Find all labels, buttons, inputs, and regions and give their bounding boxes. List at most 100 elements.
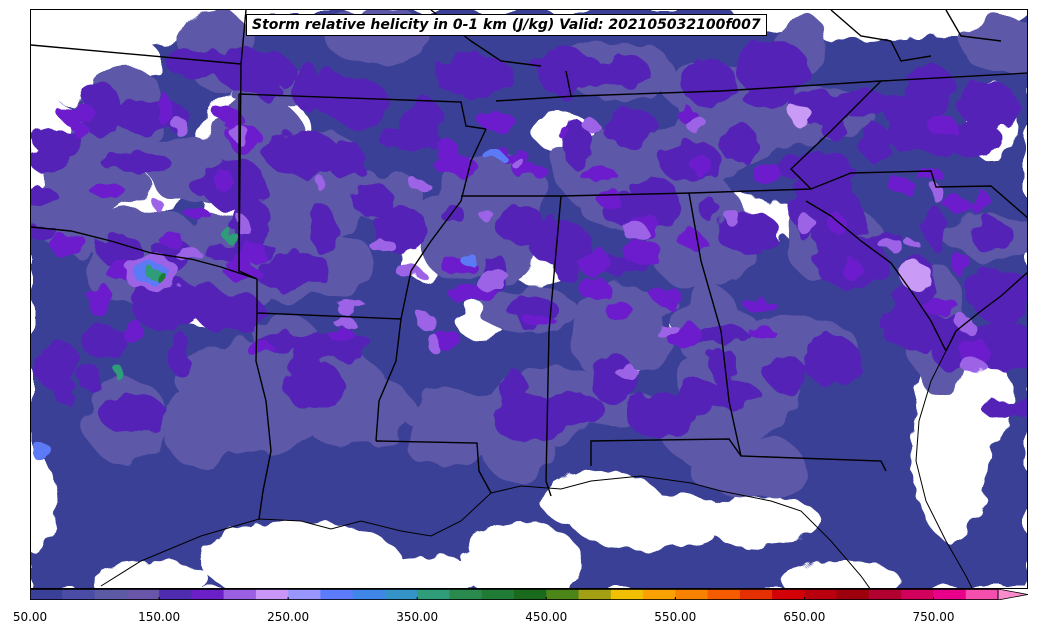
lavender-blob xyxy=(654,324,682,338)
colorbar-segment xyxy=(384,589,418,600)
no-data-hole xyxy=(201,521,401,588)
purple-blob xyxy=(101,153,172,174)
purple-blob xyxy=(930,114,957,138)
colorbar-segment xyxy=(191,589,225,600)
helicity-maximum xyxy=(222,229,236,241)
purple-blob xyxy=(591,354,637,406)
oklahoma-texas-red-river xyxy=(31,226,258,280)
colorbar-segment xyxy=(62,589,96,600)
colorbar-segment xyxy=(836,589,870,600)
colorbar-segment xyxy=(417,589,450,600)
no-data-hole xyxy=(951,351,1011,451)
helicity-maximum xyxy=(484,150,504,162)
helicity-maximum xyxy=(156,271,166,283)
purple-blob xyxy=(89,183,125,197)
purple-blob xyxy=(291,60,320,111)
no-data-hole xyxy=(571,491,731,551)
lavender-blob xyxy=(905,239,919,248)
colorbar-segment xyxy=(868,589,902,600)
tennessee-south-border xyxy=(461,188,812,197)
purple-blob xyxy=(256,256,313,292)
purple-blob xyxy=(98,394,167,434)
colorbar-segment xyxy=(578,589,612,600)
purple-blob xyxy=(165,332,193,375)
lavender-blob xyxy=(232,127,251,144)
purple-blob xyxy=(94,284,113,314)
missouri-arkansas-north xyxy=(238,93,487,130)
purple-blob xyxy=(953,250,968,277)
purple-blob xyxy=(299,332,375,361)
purple-blob xyxy=(50,232,88,260)
colorbar-segment xyxy=(255,589,289,600)
purple-blob xyxy=(52,377,78,405)
purple-blob xyxy=(243,339,272,354)
purple-blob xyxy=(677,230,704,249)
purple-blob xyxy=(557,126,570,139)
purple-blob xyxy=(553,246,580,283)
lavender-blob xyxy=(877,237,902,251)
purple-blob xyxy=(469,289,501,301)
helicity-map xyxy=(31,10,1027,588)
purple-blob xyxy=(944,121,1003,157)
purple-blob xyxy=(227,252,254,276)
colorbar-segment xyxy=(707,589,741,600)
lavender-blob xyxy=(795,215,817,234)
medium-blob xyxy=(961,16,1027,74)
no-data-hole xyxy=(31,451,56,551)
lavender-blob xyxy=(475,275,504,291)
purple-blob xyxy=(653,286,682,308)
lavender-blob xyxy=(338,299,364,308)
colorbar-tick-label: 550.00 xyxy=(654,610,697,624)
purple-blob xyxy=(884,93,941,148)
purple-blob xyxy=(34,339,80,390)
purple-blob xyxy=(681,59,737,107)
purple-blob xyxy=(943,196,971,213)
helicity-maximum xyxy=(900,262,932,290)
lavender-blob xyxy=(411,179,430,193)
lavender-blob xyxy=(370,238,396,254)
lavender-blob xyxy=(427,332,438,352)
purple-blob xyxy=(921,298,959,315)
purple-blob xyxy=(980,400,1027,417)
purple-blob xyxy=(959,336,988,365)
colorbar-tick-label: 150.00 xyxy=(138,610,181,624)
state-boundaries xyxy=(31,10,1027,588)
purple-blob xyxy=(122,316,142,344)
no-data-hole xyxy=(91,561,211,588)
purple-blob xyxy=(596,187,621,208)
lavender-blob xyxy=(622,221,648,240)
purple-blob xyxy=(841,257,861,281)
colorbar-segment xyxy=(643,589,676,600)
colorbar-segment xyxy=(223,589,257,600)
florida-east-coast xyxy=(915,350,973,588)
purple-blob xyxy=(440,205,466,224)
purple-blob xyxy=(765,356,808,392)
purple-blob xyxy=(215,48,294,93)
purple-blob xyxy=(32,128,82,155)
colorbar-outline xyxy=(30,589,999,600)
purple-blob xyxy=(165,299,239,320)
purple-blob xyxy=(970,190,991,216)
colorbar-segment xyxy=(159,589,192,600)
purple-blob xyxy=(709,345,736,388)
lavender-blob xyxy=(613,364,637,377)
colorbar-segment xyxy=(546,589,580,600)
map-panel xyxy=(30,9,1028,589)
purple-blob xyxy=(751,162,782,185)
purple-blob xyxy=(308,204,337,255)
purple-blob xyxy=(563,56,603,85)
lavender-blob xyxy=(152,200,164,210)
no-data-hole xyxy=(701,496,821,546)
purple-blob xyxy=(81,82,121,138)
gulf-coast xyxy=(100,475,871,588)
purple-blob xyxy=(657,140,722,181)
colorbar-segment xyxy=(933,589,967,600)
colorbar-segment xyxy=(965,589,999,600)
no-data-hole xyxy=(461,521,581,588)
texas-louisiana-border xyxy=(255,312,272,520)
map-title: Storm relative helicity in 0-1 km (J/kg)… xyxy=(246,14,767,36)
purple-blob xyxy=(747,325,775,337)
lavender-blob xyxy=(312,175,325,188)
colorbar-segment xyxy=(94,589,128,600)
medium-blob xyxy=(404,427,493,465)
